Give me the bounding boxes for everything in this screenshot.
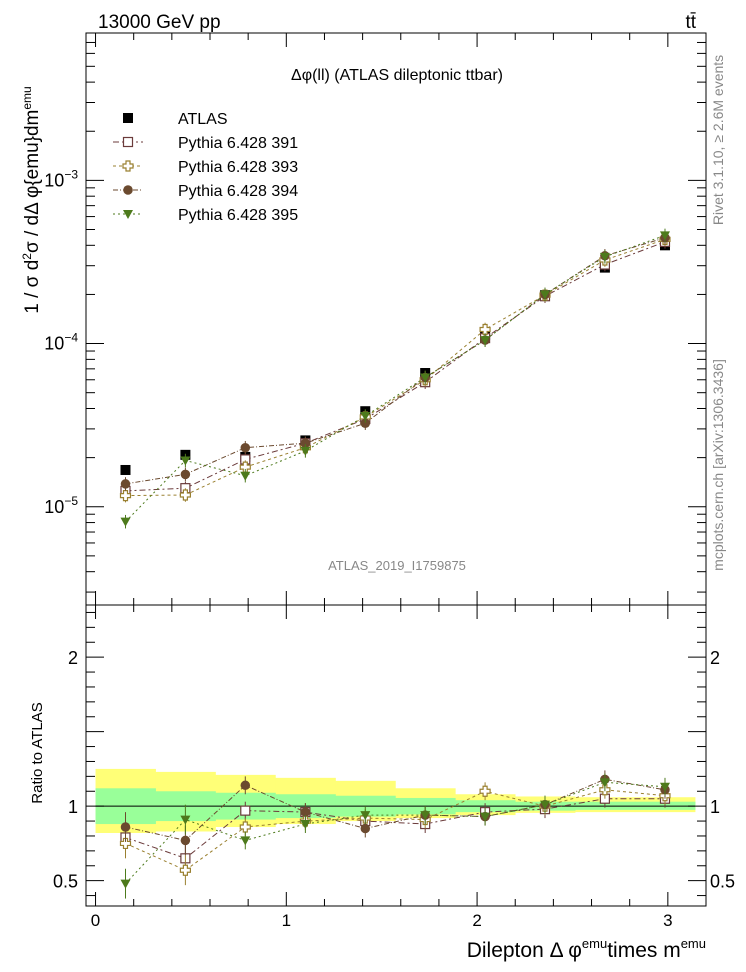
legend-marker bbox=[123, 185, 133, 195]
main-data-point bbox=[180, 456, 191, 466]
main-data-point bbox=[360, 418, 371, 428]
ratio-data-point bbox=[120, 822, 131, 832]
ratio-y-tick-label-right: 1 bbox=[710, 797, 720, 817]
ratio-data-point bbox=[479, 785, 491, 797]
legend-label: Pythia 6.428 391 bbox=[178, 135, 298, 152]
main-series-line bbox=[125, 238, 666, 497]
main-y-tick-label: 10−4 bbox=[44, 331, 78, 354]
ratio-data-point bbox=[119, 837, 132, 850]
legend-marker bbox=[123, 210, 133, 219]
ratio-y-axis-label: Ratio to ATLAS bbox=[29, 702, 46, 803]
ratio-data-point bbox=[180, 835, 191, 846]
ratio-data-point bbox=[659, 782, 670, 792]
main-data-point bbox=[420, 373, 431, 383]
ratio-data-point bbox=[599, 778, 610, 788]
main-data-point bbox=[480, 336, 491, 346]
legend-label: ATLAS bbox=[178, 111, 228, 128]
x-tick-label: 0 bbox=[91, 911, 100, 930]
ratio-y-tick-label-left: 0.5 bbox=[53, 872, 78, 892]
legend-label: Pythia 6.428 394 bbox=[178, 183, 298, 200]
ratio-y-tick-label-right: 0.5 bbox=[710, 872, 735, 892]
ratio-data-point bbox=[240, 805, 251, 816]
main-data-point bbox=[180, 469, 191, 480]
main-data-point bbox=[659, 231, 670, 241]
analysis-id: ATLAS_2019_I1759875 bbox=[328, 558, 466, 573]
main-title: Δφ(ll) (ATLAS dileptonic ttbar) bbox=[291, 67, 503, 84]
ratio-data-point bbox=[239, 821, 251, 833]
ratio-data-point bbox=[180, 815, 191, 825]
ratio-y-tick-label-right: 2 bbox=[710, 648, 720, 668]
ratio-data-point bbox=[179, 864, 191, 876]
main-data-point bbox=[240, 442, 251, 453]
ratio-series-line bbox=[125, 798, 665, 859]
main-data-point bbox=[539, 290, 550, 300]
main-y-tick-label: 10−5 bbox=[44, 494, 78, 517]
main-series-line bbox=[125, 241, 666, 492]
main-data-point bbox=[179, 489, 191, 501]
ratio-data-point bbox=[360, 823, 371, 834]
main-series-line bbox=[125, 234, 666, 523]
x-tick-label: 3 bbox=[663, 911, 672, 930]
ratio-series-line bbox=[125, 781, 666, 884]
ratio-y-tick-label-left: 2 bbox=[68, 648, 78, 668]
ratio-data-point bbox=[539, 800, 550, 810]
main-data-point bbox=[120, 517, 131, 527]
ratio-data-point bbox=[360, 811, 371, 821]
ratio-data-point bbox=[300, 820, 311, 830]
legend-marker bbox=[123, 113, 133, 123]
legend-marker bbox=[122, 160, 134, 172]
ratio-data-point bbox=[300, 807, 311, 817]
process-label: tt̄ bbox=[685, 12, 696, 33]
axis-ticks bbox=[86, 32, 707, 906]
ratio-series-line bbox=[125, 789, 666, 871]
main-data-point bbox=[360, 411, 371, 421]
mcplots-label: mcplots.cern.ch [arXiv:1306.3436] bbox=[710, 359, 726, 571]
x-tick-label: 1 bbox=[282, 911, 291, 930]
data-points bbox=[119, 228, 671, 899]
main-series-line bbox=[125, 237, 666, 485]
rivet-label: Rivet 3.1.10, ≥ 2.6M events bbox=[710, 55, 726, 225]
ratio-plot-frame bbox=[85, 604, 707, 907]
main-data-point bbox=[300, 446, 311, 456]
ratio-data-point bbox=[480, 812, 491, 822]
main-data-point bbox=[300, 438, 311, 448]
ratio-series-line bbox=[125, 778, 666, 841]
main-data-point bbox=[120, 479, 131, 489]
main-y-tick-label: 10−3 bbox=[44, 167, 78, 190]
legend-label: Pythia 6.428 393 bbox=[178, 159, 298, 176]
series-lines bbox=[125, 234, 666, 884]
tick-labels: 0 1 2 3 10−5 10−4 10−3 0.5 0.5 1 1 2 2 bbox=[44, 167, 735, 930]
x-axis-label: Dilepton Δ φemutimes memu bbox=[467, 936, 706, 962]
ratio-y-tick-label-left: 1 bbox=[68, 797, 78, 817]
main-y-axis-label: 1 / σ d2σ / dΔ φ{emu}dmemu bbox=[20, 86, 43, 313]
legend-label: Pythia 6.428 395 bbox=[178, 207, 298, 224]
main-data-point bbox=[120, 464, 131, 475]
main-data-point bbox=[599, 252, 610, 262]
legend-marker bbox=[122, 136, 134, 148]
main-data-point bbox=[119, 490, 132, 502]
energy-label: 13000 GeV pp bbox=[98, 12, 221, 33]
ratio-data-point bbox=[240, 780, 251, 791]
x-tick-label: 2 bbox=[472, 911, 481, 930]
main-data-point bbox=[240, 471, 251, 481]
ratio-data-point bbox=[120, 879, 131, 889]
ratio-data-point bbox=[420, 811, 431, 821]
legend: ATLAS Pythia 6.428 391 Pythia 6.428 393 Pyt… bbox=[113, 111, 298, 224]
ratio-data-point bbox=[240, 836, 251, 846]
main-data-point bbox=[479, 323, 491, 336]
